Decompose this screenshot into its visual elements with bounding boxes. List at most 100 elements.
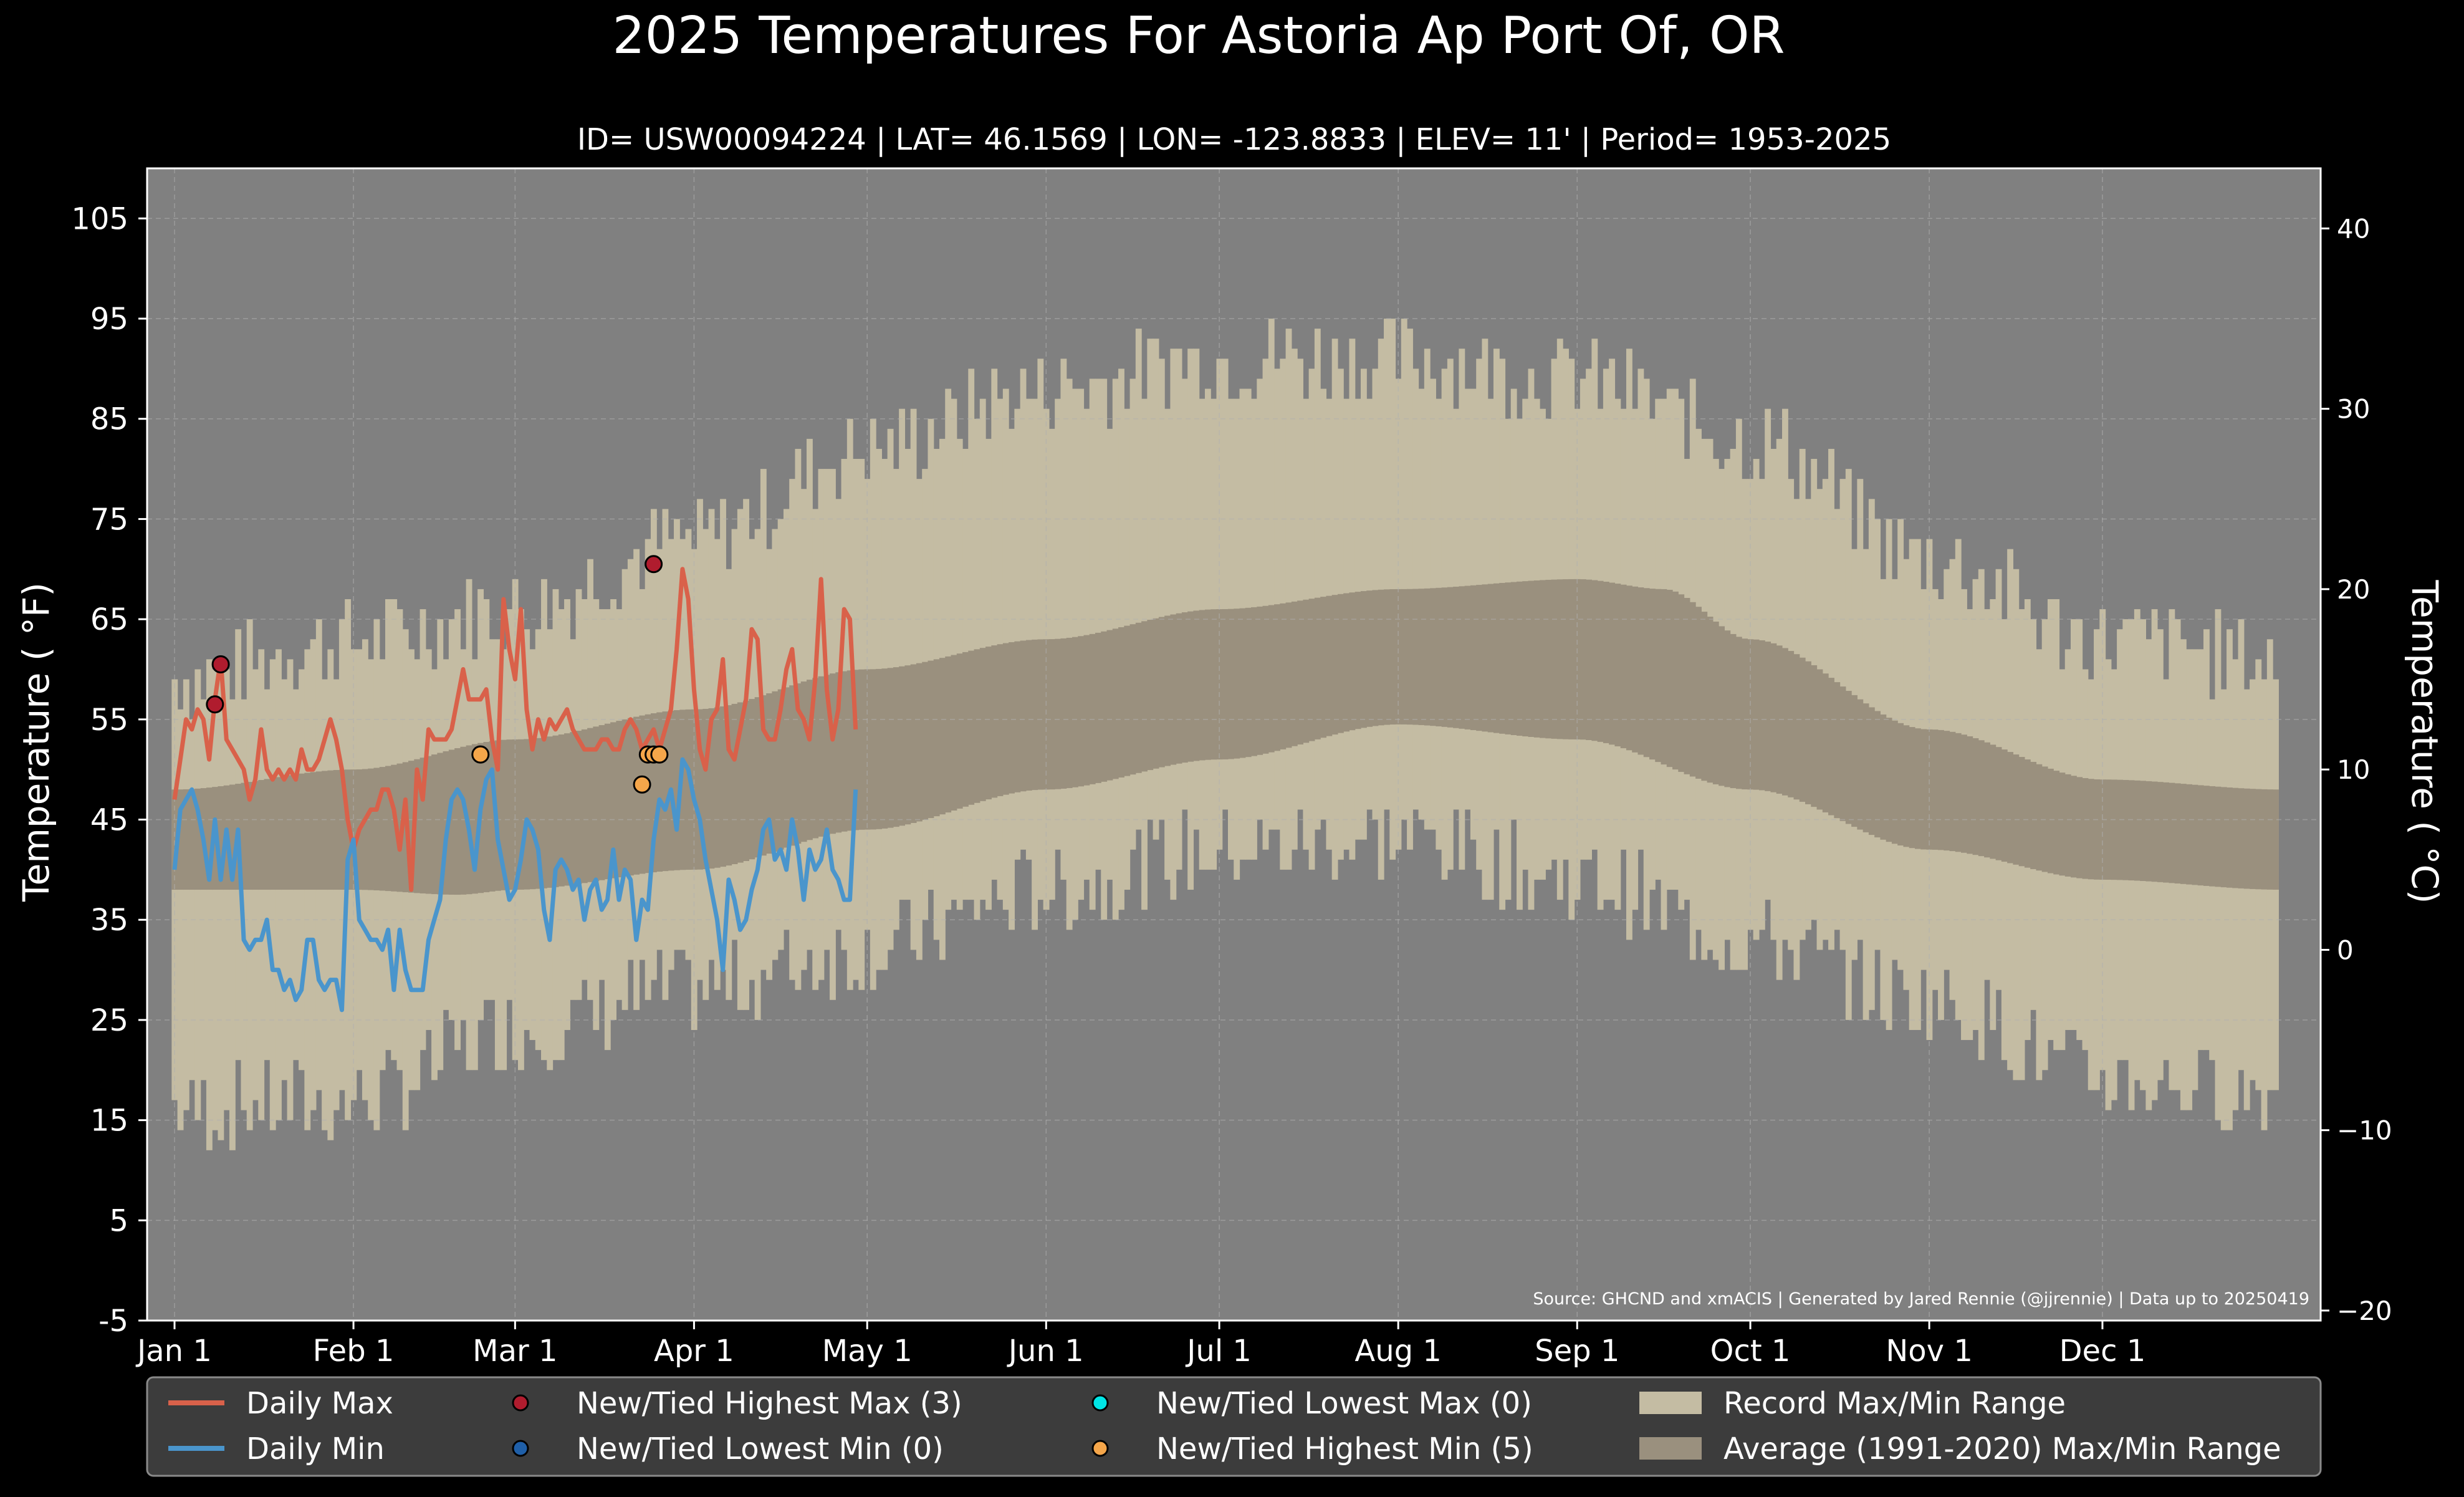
average-range-bar [1424, 588, 1431, 726]
average-range-bar [1176, 613, 1182, 764]
average-range-bar [1020, 640, 1027, 792]
average-range-bar [1372, 590, 1379, 726]
record-range-bar [1055, 398, 1062, 850]
legend-swatch-dot [1091, 1440, 1109, 1457]
average-range-bar [1637, 587, 1644, 755]
average-range-bar [1389, 589, 1396, 725]
average-range-bar [2243, 788, 2250, 889]
average-range-bar [1354, 592, 1361, 729]
average-range-bar [1990, 744, 1997, 859]
average-range-bar [194, 788, 201, 890]
average-range-bar [2094, 779, 2100, 880]
average-range-bar [1678, 594, 1685, 773]
average-range-bar [454, 748, 461, 895]
record-range-bar [189, 719, 196, 1081]
average-range-bar [2013, 754, 2020, 865]
average-range-bar [189, 789, 196, 890]
average-range-bar [177, 789, 184, 890]
average-range-bar [1689, 602, 1696, 777]
average-range-bar [443, 751, 449, 895]
x-tick-label: Jul 1 [1185, 1334, 1252, 1369]
average-range-bar [1707, 617, 1714, 783]
average-range-bar [1320, 597, 1327, 738]
average-range-bar [2209, 786, 2216, 887]
legend: Daily Max New/Tied Highest Max (3) New/Tie… [146, 1376, 2322, 1477]
average-range-bar [1326, 595, 1333, 736]
average-range-bar [1955, 733, 1962, 852]
record-range-bar [183, 679, 189, 1110]
record-range-bar [1135, 329, 1142, 830]
average-range-bar [1799, 657, 1806, 802]
average-range-bar [2250, 789, 2256, 889]
average-range-bar [437, 753, 444, 895]
average-range-bar [1158, 617, 1165, 768]
average-range-bar [853, 670, 859, 830]
average-range-bar [2134, 780, 2140, 881]
average-range-bar [1568, 579, 1575, 739]
average-range-bar [1441, 587, 1448, 727]
average-range-bar [766, 693, 773, 854]
average-range-bar [1556, 579, 1563, 739]
average-range-bar [1672, 591, 1679, 770]
average-range-bar [1401, 589, 1407, 724]
average-range-bar [1614, 584, 1621, 747]
average-range-bar [1257, 606, 1263, 755]
average-range-bar [639, 715, 646, 874]
average-range-bar [1701, 612, 1708, 781]
average-range-bar [1314, 597, 1321, 739]
average-range-bar [800, 681, 807, 842]
average-range-bar [1632, 586, 1639, 753]
record-range-bar [1176, 349, 1182, 870]
average-range-bar [2220, 787, 2227, 888]
average-range-bar [1499, 582, 1506, 734]
record-range-bar [945, 388, 952, 910]
x-tick-label: Jan 1 [135, 1334, 212, 1369]
average-range-bar [1661, 589, 1667, 765]
record-range-bar [212, 669, 219, 1130]
average-range-bar [789, 685, 796, 846]
average-range-bar [2088, 779, 2094, 880]
y-tick-label: 95 [90, 302, 128, 337]
average-range-bar [1349, 592, 1356, 731]
average-range-bar [2047, 768, 2054, 874]
average-range-bar [1395, 589, 1402, 724]
average-range-bar [489, 741, 496, 892]
average-range-bar [1343, 593, 1350, 732]
average-range-bar [517, 739, 524, 890]
average-range-bar [1164, 615, 1171, 766]
average-range-bar [881, 668, 888, 829]
average-range-bar [1684, 598, 1690, 774]
record-range-bar [1274, 368, 1280, 830]
average-range-bar [448, 749, 455, 895]
record-marker-highest-max [645, 555, 663, 574]
average-range-bar [604, 723, 611, 880]
average-range-bar [1071, 637, 1078, 787]
average-range-bar [1032, 639, 1038, 791]
average-range-bar [697, 709, 703, 870]
average-range-bar [269, 777, 276, 890]
y-tick-label: 45 [90, 803, 128, 838]
average-range-bar [1493, 583, 1500, 733]
average-range-bar [575, 731, 582, 884]
average-range-bar [2180, 784, 2187, 884]
average-range-bar [206, 787, 213, 890]
average-range-bar [1285, 602, 1292, 748]
legend-swatch-dot [512, 1440, 529, 1457]
chart-subtitle: ID= USW00094224 | LAT= 46.1569 | LON= -1… [577, 122, 1891, 157]
average-range-bar [535, 738, 542, 889]
average-range-bar [1384, 589, 1390, 725]
x-tick-label: Sep 1 [1535, 1334, 1619, 1369]
average-range-bar [876, 668, 882, 829]
record-marker-highest-min [650, 745, 669, 764]
y-tick-label: 85 [90, 402, 128, 437]
average-range-bar [2071, 776, 2077, 878]
average-range-bar [1118, 627, 1124, 778]
average-range-bar [835, 672, 842, 833]
average-range-bar [171, 789, 178, 890]
record-range-bar [928, 418, 934, 890]
average-range-bar [1938, 729, 1944, 850]
average-range-bar [1949, 731, 1956, 852]
y-right-tick-label: −10 [2337, 1115, 2392, 1146]
average-range-bar [1972, 738, 1979, 855]
record-range-bar [1222, 359, 1229, 810]
